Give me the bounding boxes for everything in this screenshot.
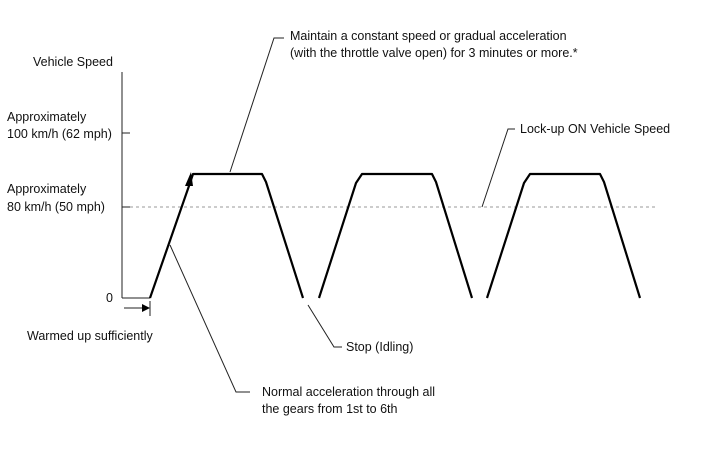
tick-100-label-1: Approximately: [7, 110, 87, 124]
lockup-leader: [481, 128, 515, 208]
maintain-leader: [229, 37, 284, 173]
speed-profile-1: [148, 172, 305, 299]
normal-accel-leader: [169, 244, 250, 393]
maintain-label-1: Maintain a constant speed or gradual acc…: [290, 29, 567, 43]
lockup-label: Lock-up ON Vehicle Speed: [520, 122, 670, 136]
speed-profile-3: [485, 172, 642, 299]
maintain-label-2: (with the throttle valve open) for 3 min…: [290, 46, 578, 60]
stop-label: Stop (Idling): [346, 340, 413, 354]
tick-80-label-1: Approximately: [7, 182, 87, 196]
tick-100-label-2: 100 km/h (62 mph): [7, 127, 112, 141]
warmed-up-arrow-icon: [142, 304, 150, 312]
normal-accel-label-2: the gears from 1st to 6th: [262, 402, 398, 416]
warmed-up-label: Warmed up sufficiently: [27, 329, 153, 343]
acceleration-arrow-icon: [185, 172, 193, 186]
tick-80-label-2: 80 km/h (50 mph): [7, 200, 105, 214]
tick-zero-label: 0: [106, 291, 113, 305]
y-axis-title: Vehicle Speed: [33, 55, 113, 69]
normal-accel-label-1: Normal acceleration through all: [262, 385, 435, 399]
speed-profile-2: [317, 172, 474, 299]
stop-leader: [307, 304, 342, 348]
